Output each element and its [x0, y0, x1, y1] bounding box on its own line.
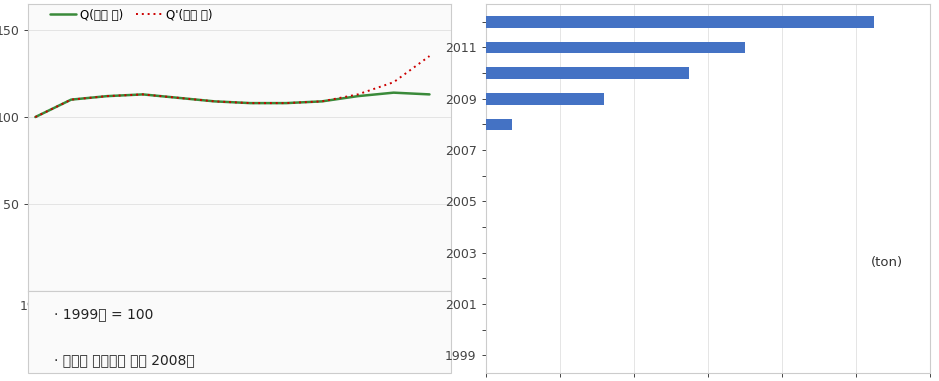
Bar: [485, 118, 512, 130]
Q'(정첸 무): [101, 94, 113, 98]
Q(정첸 유): [388, 90, 399, 95]
Q(정첸 유): [281, 101, 292, 106]
Bar: [485, 16, 874, 27]
Legend: Q(정첸 유), Q'(정첸 무): Q(정첸 유), Q'(정첸 무): [45, 4, 218, 26]
Q'(정첸 무): [423, 54, 435, 58]
Q'(정첸 무): [137, 92, 148, 97]
Line: Q(정첸 유): Q(정첸 유): [36, 93, 429, 117]
Bar: [485, 93, 604, 104]
Q(정첸 유): [101, 94, 113, 98]
Text: · 1999년 = 100: · 1999년 = 100: [54, 308, 153, 322]
Q(정첸 유): [208, 99, 220, 104]
Q'(정첸 무): [173, 96, 184, 100]
Q'(정첸 무): [316, 99, 328, 104]
Q(정첸 유): [173, 96, 184, 100]
Q'(정첸 무): [352, 92, 363, 97]
Q'(정첸 무): [388, 80, 399, 85]
Q'(정첸 무): [66, 97, 77, 102]
Q(정첸 유): [30, 115, 41, 119]
Text: · 유증기 회수설비 설치 2008년: · 유증기 회수설비 설치 2008년: [54, 353, 194, 367]
Q'(정첸 무): [208, 99, 220, 104]
Q'(정첸 무): [30, 115, 41, 119]
Bar: [485, 67, 689, 79]
Q(정첸 유): [66, 97, 77, 102]
Line: Q'(정첸 무): Q'(정첸 무): [36, 56, 429, 117]
Q(정첸 유): [423, 92, 435, 97]
Q(정첸 유): [137, 92, 148, 97]
Q(정첸 유): [316, 99, 328, 104]
Q'(정첸 무): [245, 101, 256, 106]
FancyBboxPatch shape: [28, 291, 451, 373]
Q'(정첸 무): [281, 101, 292, 106]
Q(정첸 유): [352, 94, 363, 98]
Text: (ton): (ton): [870, 256, 903, 269]
Q(정첸 유): [245, 101, 256, 106]
Bar: [485, 42, 745, 53]
